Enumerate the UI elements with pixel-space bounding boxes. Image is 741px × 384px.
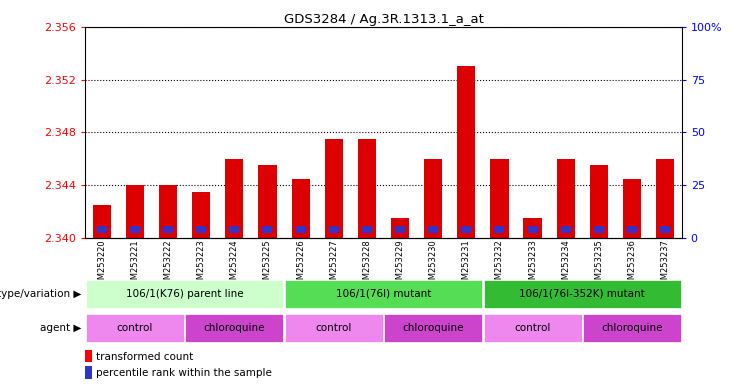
Text: percentile rank within the sample: percentile rank within the sample (96, 368, 272, 378)
Bar (262, 226, 273, 233)
Bar (229, 226, 239, 233)
Text: control: control (316, 323, 352, 333)
Bar (656, 159, 674, 238)
Bar (590, 166, 608, 238)
Bar (259, 166, 276, 238)
Bar (225, 159, 244, 238)
Bar (163, 226, 173, 233)
Bar (85, 366, 93, 379)
Bar (159, 185, 177, 238)
Bar (384, 314, 482, 342)
Bar (85, 350, 93, 362)
Title: GDS3284 / Ag.3R.1313.1_a_at: GDS3284 / Ag.3R.1313.1_a_at (284, 13, 483, 26)
Bar (594, 226, 604, 233)
Text: 106/1(76l-352K) mutant: 106/1(76l-352K) mutant (519, 289, 645, 299)
Bar (291, 179, 310, 238)
Bar (491, 159, 508, 238)
Text: transformed count: transformed count (96, 352, 193, 362)
Text: chloroquine: chloroquine (204, 323, 265, 333)
Bar (126, 185, 144, 238)
Bar (86, 314, 184, 342)
Bar (556, 159, 575, 238)
Bar (494, 226, 505, 233)
Bar (484, 280, 681, 308)
Bar (528, 226, 538, 233)
Bar (395, 226, 405, 233)
Bar (329, 226, 339, 233)
Bar (362, 226, 372, 233)
Bar (457, 66, 476, 238)
Text: control: control (117, 323, 153, 333)
Text: control: control (514, 323, 551, 333)
Bar (97, 226, 107, 233)
Bar (391, 218, 409, 238)
Bar (285, 314, 383, 342)
Text: 106/1(76l) mutant: 106/1(76l) mutant (336, 289, 431, 299)
Bar (660, 226, 670, 233)
Bar (523, 218, 542, 238)
Bar (623, 179, 641, 238)
Bar (627, 226, 637, 233)
Bar (462, 226, 471, 233)
Bar (424, 159, 442, 238)
Bar (296, 226, 305, 233)
Bar (185, 314, 283, 342)
Bar (285, 280, 482, 308)
Bar (130, 226, 140, 233)
Bar (325, 139, 343, 238)
Bar (484, 314, 582, 342)
Bar (561, 226, 571, 233)
Bar (86, 280, 283, 308)
Bar (93, 205, 111, 238)
Text: 106/1(K76) parent line: 106/1(K76) parent line (126, 289, 244, 299)
Text: agent ▶: agent ▶ (40, 323, 82, 333)
Text: genotype/variation ▶: genotype/variation ▶ (0, 289, 82, 299)
Bar (192, 192, 210, 238)
Bar (583, 314, 681, 342)
Text: chloroquine: chloroquine (601, 323, 662, 333)
Bar (428, 226, 438, 233)
Text: chloroquine: chloroquine (402, 323, 464, 333)
Bar (358, 139, 376, 238)
Bar (196, 226, 206, 233)
